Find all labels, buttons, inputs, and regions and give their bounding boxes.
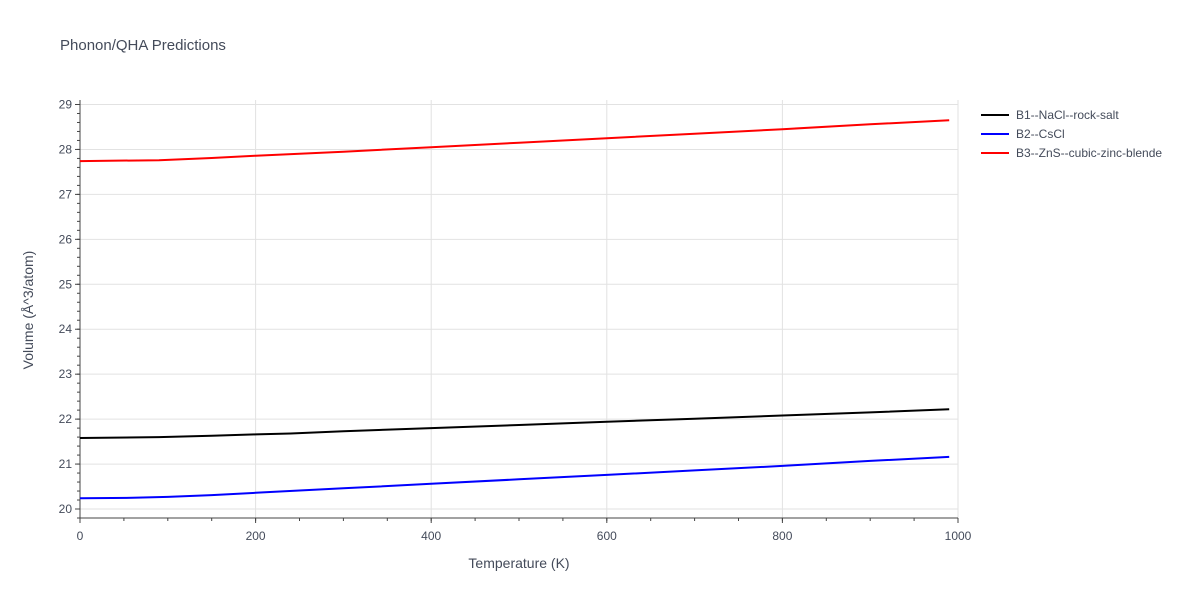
legend-item[interactable]: B2--CsCl <box>981 127 1065 141</box>
y-tick-label: 23 <box>59 367 73 381</box>
axis-layer: 20 21 22 23 24 25 26 27 28 29 0 200 400 600 800 1000 <box>59 97 972 543</box>
chart-title: Phonon/QHA Predictions <box>60 37 226 54</box>
y-axis-title: Volume (Å^3/atom) <box>20 251 36 370</box>
x-tick-label: 800 <box>772 529 792 543</box>
y-tick-label: 21 <box>59 457 73 471</box>
y-tick-label: 28 <box>59 142 73 156</box>
x-tick-label: 1000 <box>945 529 972 543</box>
x-tick-label: 600 <box>597 529 617 543</box>
y-tick-label: 22 <box>59 412 73 426</box>
y-tick-label: 24 <box>59 322 73 336</box>
x-tick-label: 0 <box>77 529 84 543</box>
x-axis-title: Temperature (K) <box>468 555 569 571</box>
x-tick-label: 200 <box>246 529 266 543</box>
series-line-3[interactable] <box>79 119 950 163</box>
y-tick-label: 25 <box>59 277 73 291</box>
y-tick-label: 26 <box>59 232 73 246</box>
y-tick-label: 27 <box>59 187 73 201</box>
legend-item[interactable]: B1--NaCl--rock-salt <box>981 108 1119 122</box>
legend-item[interactable]: B3--ZnS--cubic-zinc-blende <box>981 146 1162 160</box>
legend-label: B1--NaCl--rock-salt <box>1016 108 1119 122</box>
y-tick-label: 20 <box>59 502 73 516</box>
series-line-1[interactable] <box>79 408 950 439</box>
legend-label: B3--ZnS--cubic-zinc-blende <box>1016 146 1162 160</box>
series-layer <box>79 119 950 500</box>
series-line-2[interactable] <box>79 455 950 500</box>
y-tick-label: 29 <box>59 97 73 111</box>
x-tick-label: 400 <box>421 529 441 543</box>
legend[interactable]: B1--NaCl--rock-salt B2--CsCl B3--ZnS--cubi… <box>981 108 1162 160</box>
legend-label: B2--CsCl <box>1016 127 1065 141</box>
grid-layer <box>80 100 959 518</box>
